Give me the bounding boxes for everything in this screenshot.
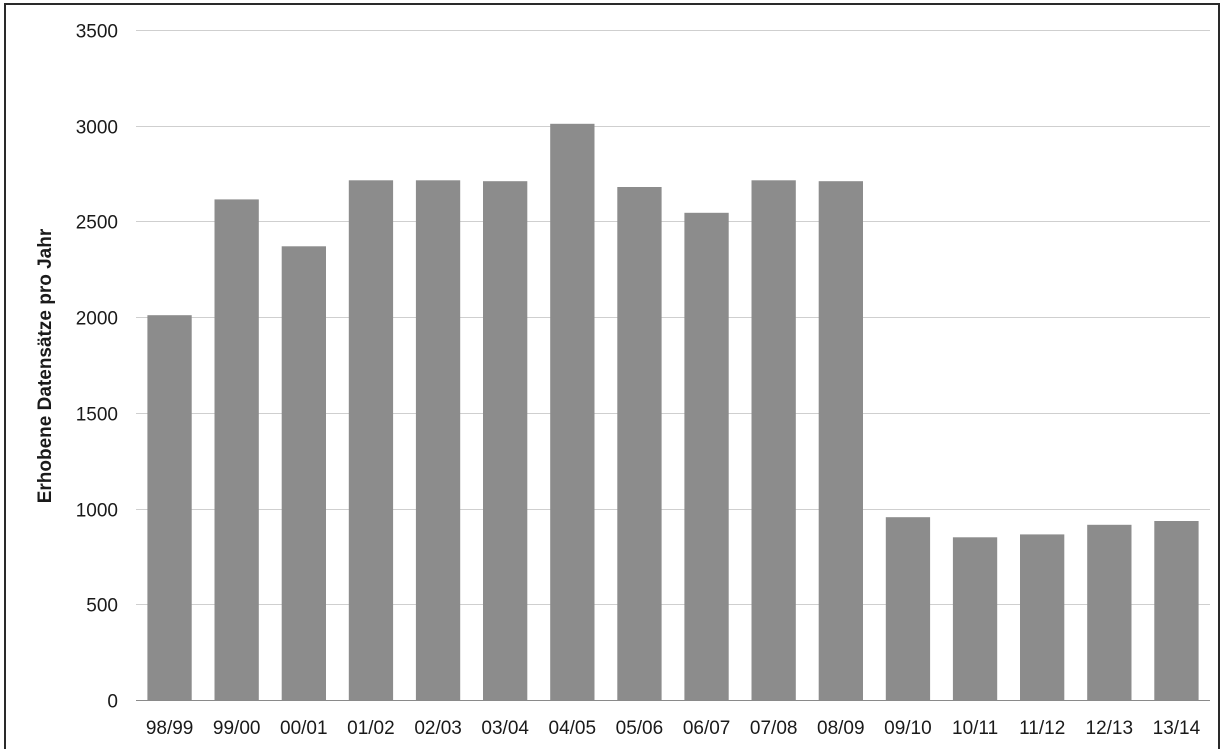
x-tick-label: 12/13 (1086, 718, 1134, 739)
x-tick-label: 01/02 (347, 718, 395, 739)
x-tick-label: 02/03 (414, 718, 462, 739)
y-tick-label: 3000 (76, 118, 118, 139)
x-tick-label: 08/09 (817, 718, 865, 739)
x-tick-label: 99/00 (213, 718, 261, 739)
bar-10-11 (952, 537, 998, 700)
x-tick-label: 06/07 (683, 718, 731, 739)
bar-07-08 (751, 180, 796, 701)
bar-08-09 (818, 181, 863, 700)
x-tick-labels: 98/99 99/00 00/01 01/02 02/03 03/04 04/05 05/06… (146, 718, 1201, 739)
y-tick-label: 3500 (76, 22, 118, 43)
bar-06-07 (684, 212, 729, 701)
x-tick-label: 09/10 (884, 718, 932, 739)
bar-11-12 (1020, 534, 1065, 700)
x-tick-label: 00/01 (280, 718, 328, 739)
bar-05-06 (617, 187, 662, 700)
x-tick-label: 04/05 (549, 718, 597, 739)
bar-01-02 (348, 180, 394, 701)
y-tick-labels: 0 500 1000 1500 2000 2500 3000 3500 (76, 22, 118, 713)
bar-99-00 (214, 199, 259, 700)
bars (147, 123, 1199, 701)
y-tick-label: 500 (86, 596, 118, 617)
y-tick-label: 2500 (76, 213, 118, 234)
y-tick-label: 0 (107, 692, 118, 713)
x-tick-label: 10/11 (952, 718, 998, 739)
x-tick-label: 11/12 (1019, 718, 1065, 739)
x-tick-label: 05/06 (616, 718, 664, 739)
y-tick-label: 2000 (76, 309, 118, 330)
y-tick-label: 1000 (76, 501, 118, 522)
y-tick-label: 1500 (76, 405, 118, 426)
bar-03-04 (483, 181, 528, 700)
y-axis-title: Erhobene Datensätze pro Jahr (35, 228, 56, 503)
x-tick-label: 03/04 (481, 718, 529, 739)
bar-12-13 (1087, 524, 1132, 700)
x-tick-label: 98/99 (146, 718, 194, 739)
bar-13-14 (1154, 521, 1199, 700)
bar-04-05 (550, 123, 595, 701)
bar-00-01 (281, 246, 326, 701)
bar-98-99 (147, 315, 192, 700)
chart-frame (4, 3, 1220, 749)
x-tick-label: 13/14 (1153, 718, 1201, 739)
bar-09-10 (885, 517, 931, 700)
x-tick-label: 07/08 (750, 718, 798, 739)
bar-02-03 (415, 180, 461, 701)
